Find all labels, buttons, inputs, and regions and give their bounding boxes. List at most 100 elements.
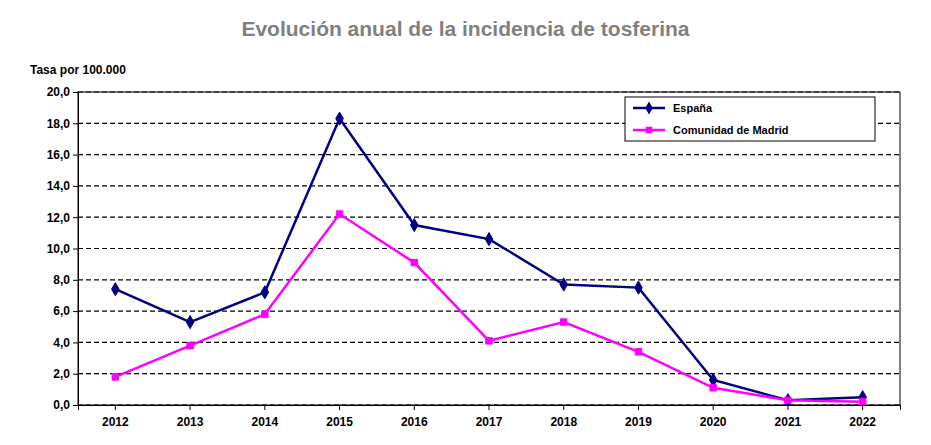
x-tick: 2013 — [177, 405, 204, 429]
series-marker — [560, 319, 566, 325]
chart: Evolución anual de la incidencia de tosf… — [0, 0, 931, 445]
y-tick: 8,0 — [53, 273, 78, 287]
x-tick-label: 2017 — [476, 415, 503, 429]
x-tick-label: 2019 — [625, 415, 652, 429]
x-tick: 2018 — [550, 405, 577, 429]
y-tick: 6,0 — [53, 304, 78, 318]
y-tick-mark — [73, 342, 78, 343]
series-marker — [560, 278, 568, 291]
y-tick: 0,0 — [53, 398, 78, 412]
x-tick-label: 2013 — [177, 415, 204, 429]
y-tick-mark — [73, 123, 78, 124]
series-marker — [336, 211, 342, 217]
series-marker — [859, 399, 865, 405]
x-tick-label: 2018 — [550, 415, 577, 429]
legend-box — [625, 97, 875, 141]
y-tick-mark — [73, 249, 78, 250]
x-axis: 2012 2013 2014 2015 2016 2017 2018 2019 2020 2021… — [79, 405, 901, 429]
y-tick-label: 20,0 — [47, 85, 71, 99]
x-tick-label: 2012 — [102, 415, 129, 429]
x-tick-label: 2020 — [700, 415, 727, 429]
series-marker — [785, 397, 791, 403]
x-tick: 2020 — [700, 405, 727, 429]
grid-line — [78, 185, 900, 186]
plot: 0,0 2,0 4,0 6,0 8,0 10,0 12,0 14,0 16,0 18,0 20,0 2… — [47, 85, 901, 429]
series-marker — [112, 374, 118, 380]
title: Evolución anual de la incidencia de tosf… — [241, 17, 689, 40]
y-tick-label: 4,0 — [53, 336, 70, 350]
y-tick-mark — [73, 217, 78, 218]
series-marker — [411, 259, 417, 265]
grid — [78, 92, 900, 405]
y-tick-mark — [73, 374, 78, 375]
marks — [112, 112, 867, 405]
x-tick-mark — [414, 405, 415, 410]
grid-line — [78, 311, 900, 312]
grid-line — [78, 248, 900, 249]
series-marker — [784, 394, 792, 405]
series-marker — [262, 311, 268, 317]
series-marker — [186, 315, 194, 328]
y-tick-label: 12,0 — [47, 211, 71, 225]
y-tick-label: 2,0 — [53, 367, 70, 381]
series-marker — [485, 233, 493, 246]
y-tick: 4,0 — [53, 336, 78, 350]
y-tick: 16,0 — [47, 148, 78, 162]
y-tick-mark — [73, 155, 78, 156]
x-tick: 2012 — [102, 405, 129, 429]
series-marker — [187, 342, 193, 348]
legend-marker — [645, 101, 653, 114]
grid-line — [78, 154, 900, 155]
y-tick-mark — [73, 405, 78, 406]
x-tick-mark — [115, 405, 116, 410]
x-tick: 2021 — [775, 405, 802, 429]
grid-line — [78, 217, 900, 218]
y-tick-mark — [73, 186, 78, 187]
series-marker — [336, 112, 344, 125]
plot-frame — [78, 92, 900, 405]
y-tick-label: 14,0 — [47, 179, 71, 193]
series-marker — [710, 385, 716, 391]
x-tick-label: 2015 — [326, 415, 353, 429]
y-tick: 2,0 — [53, 367, 78, 381]
legend-label: España — [673, 102, 713, 114]
x-tick-mark — [489, 405, 490, 410]
y-tick: 10,0 — [47, 242, 78, 256]
x-tick-label: 2022 — [849, 415, 876, 429]
grid-line — [78, 373, 900, 374]
series-marker — [486, 338, 492, 344]
y-tick: 14,0 — [47, 179, 78, 193]
x-axis-line — [79, 406, 901, 411]
x-tick: 2015 — [326, 405, 353, 429]
series-marker — [635, 349, 641, 355]
y-tick-label: 6,0 — [53, 304, 70, 318]
legend-entry: Comunidad de Madrid — [633, 124, 789, 136]
x-tick: 2022 — [849, 405, 876, 429]
grid-line — [78, 279, 900, 280]
y-tick-label: 18,0 — [47, 117, 71, 131]
x-tick-mark — [862, 405, 863, 410]
y-tick-label: 10,0 — [47, 242, 71, 256]
series-line — [115, 119, 862, 401]
y-tick: 12,0 — [47, 211, 78, 225]
x-tick-mark — [713, 405, 714, 410]
y-tick-mark — [73, 311, 78, 312]
x-tick-mark — [339, 405, 340, 410]
legend-entry: España — [633, 101, 713, 114]
y-tick-label: 16,0 — [47, 148, 71, 162]
x-tick: 2017 — [476, 405, 503, 429]
x-tick: 2014 — [251, 405, 278, 429]
series-marker — [261, 286, 269, 299]
x-tick: 2016 — [401, 405, 428, 429]
x-tick-label: 2021 — [775, 415, 802, 429]
y-tick-mark — [73, 280, 78, 281]
y-tick-label: 8,0 — [53, 273, 70, 287]
y-tick: 20,0 — [47, 85, 78, 99]
y-axis-line — [73, 93, 79, 406]
x-tick-mark — [787, 405, 788, 410]
legend-marker — [646, 127, 652, 133]
x-tick-mark — [264, 405, 265, 410]
y-tick-label: 0,0 — [53, 398, 70, 412]
x-tick: 2019 — [625, 405, 652, 429]
x-tick-mark — [190, 405, 191, 410]
